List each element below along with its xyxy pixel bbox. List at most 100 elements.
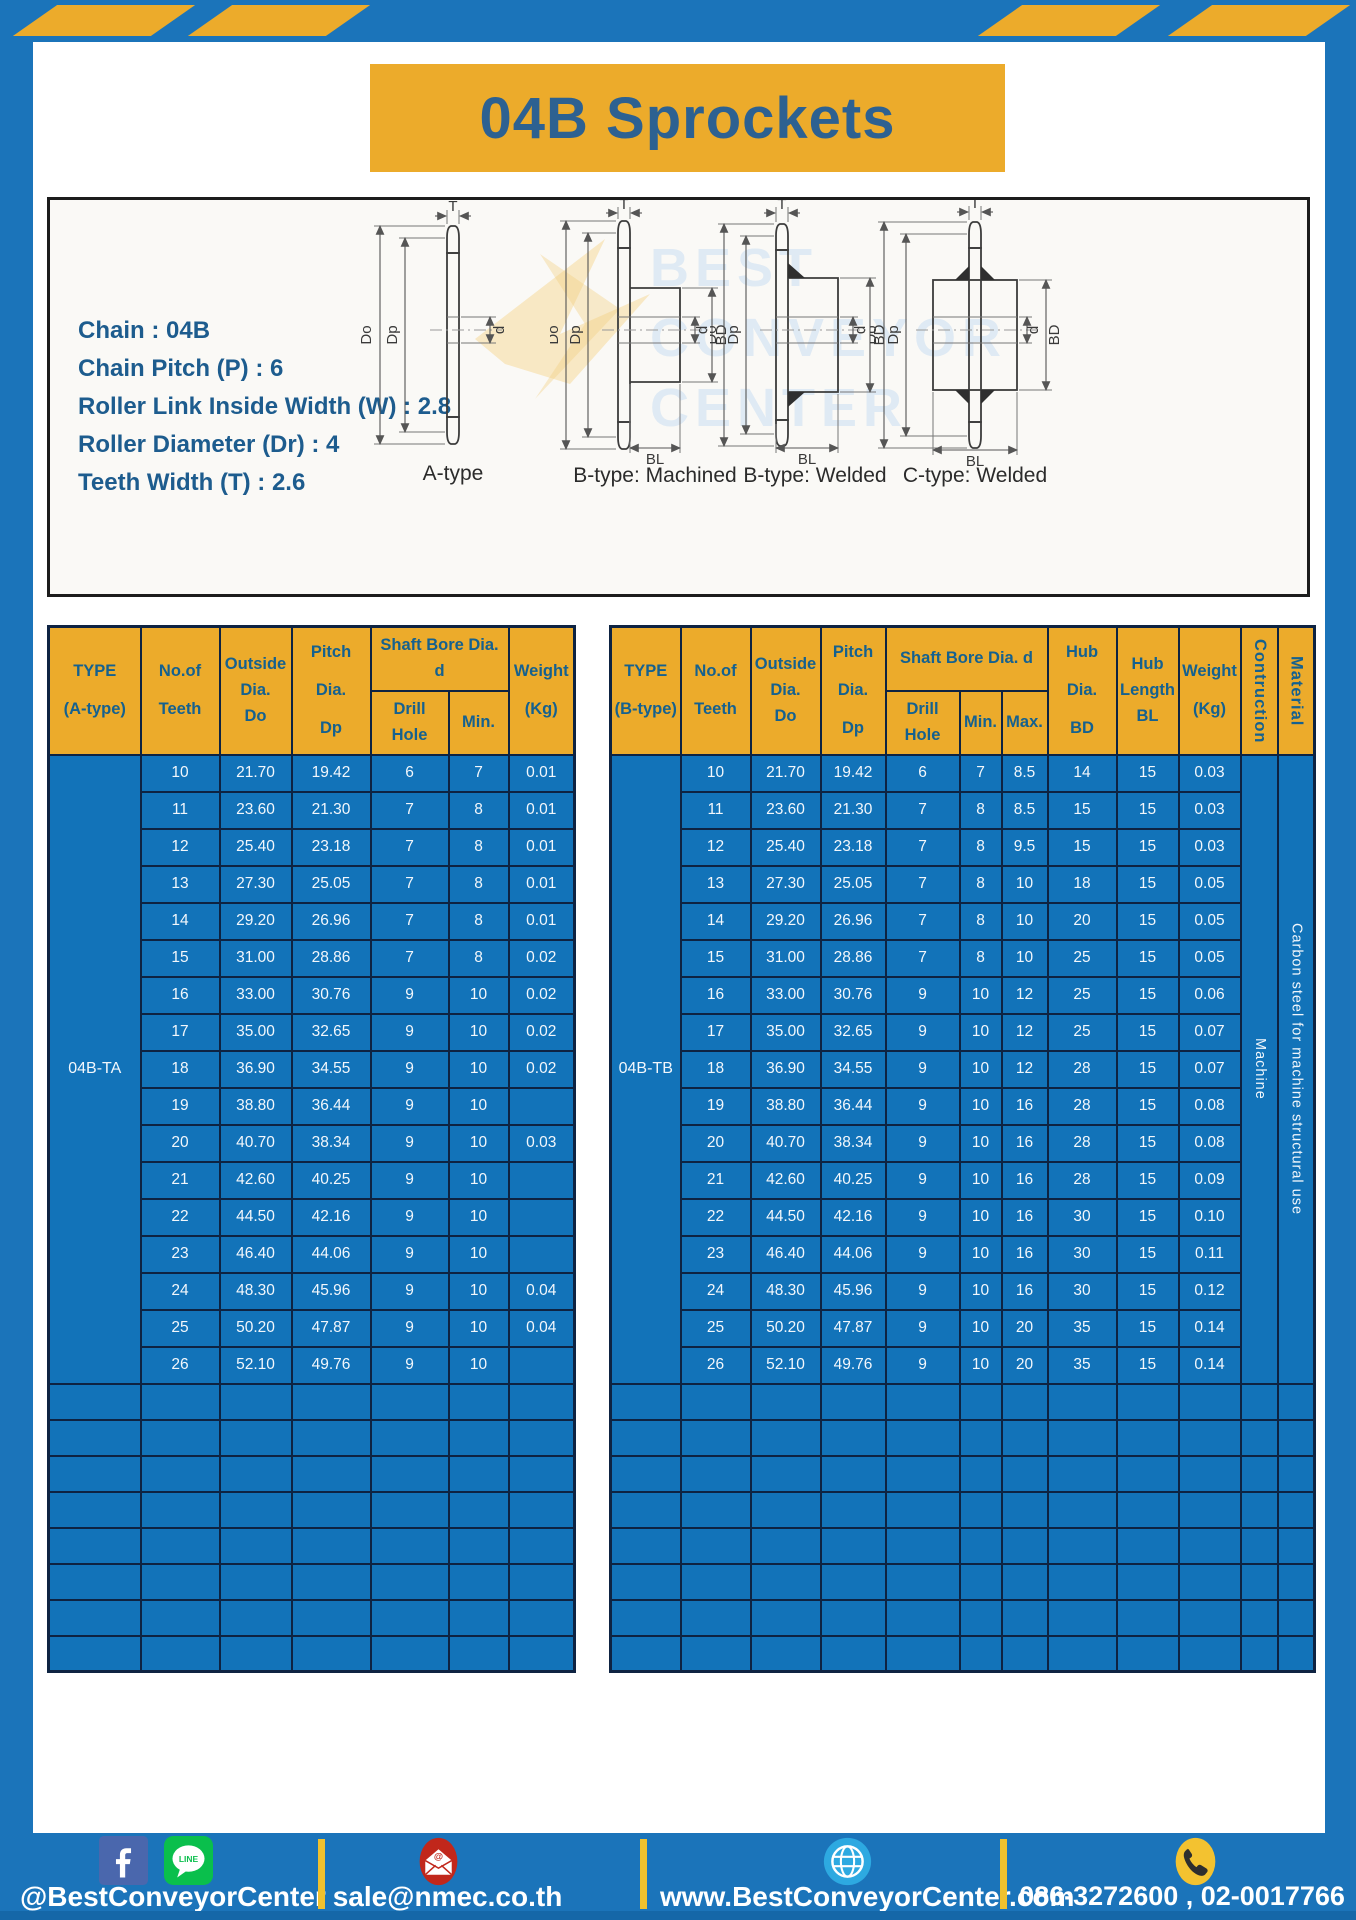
- table-cell: 49.76: [290, 1345, 372, 1385]
- social-handle: @BestConveyorCenter: [20, 1881, 326, 1912]
- table-cell: [1239, 1454, 1279, 1493]
- header-type: TYPE (A-type): [47, 625, 142, 756]
- table-cell: 21: [679, 1160, 752, 1200]
- table-row: 13 27.30 25.05 7 8 10 18 15 0.05: [611, 864, 1315, 904]
- table-cell: 0.04: [507, 1271, 576, 1311]
- table-cell: 10: [447, 975, 510, 1015]
- table-cell: 0.09: [1177, 1160, 1242, 1200]
- table-cell: [1177, 1490, 1242, 1529]
- table-cell: 9: [369, 1234, 450, 1274]
- table-cell: [609, 1454, 682, 1493]
- table-cell: 12: [139, 827, 221, 867]
- table-cell: [218, 1526, 293, 1565]
- table-cell: 9: [884, 1160, 961, 1200]
- table-cell: 38.34: [819, 1123, 887, 1163]
- table-cell: 19.42: [290, 753, 372, 793]
- table-cell: [609, 1526, 682, 1565]
- table-cell: 31.00: [218, 938, 293, 978]
- table-04b-ta: TYPE (A-type) No.of Teeth Outside Dia. D…: [47, 625, 576, 1673]
- table-cell: 15: [1115, 1308, 1180, 1348]
- dim-do: Do: [550, 325, 562, 344]
- table-cell: [1115, 1418, 1180, 1457]
- table-cell: [507, 1382, 576, 1421]
- table-cell: 13: [139, 864, 221, 904]
- table-row: 18 36.90 34.55 9 10 12 28 15 0.07: [611, 1049, 1315, 1089]
- table-cell: 0.14: [1177, 1308, 1242, 1348]
- table-cell: [139, 1634, 221, 1673]
- table-cell: 0.01: [507, 901, 576, 941]
- table-cell: 0.03: [1177, 753, 1242, 793]
- table-cell: 9: [884, 1086, 961, 1126]
- table-cell: 18: [139, 1049, 221, 1089]
- table-cell: 20: [1046, 901, 1118, 941]
- table-cell: [819, 1562, 887, 1601]
- table-cell: 8: [958, 790, 1003, 830]
- table-cell: 15: [1115, 901, 1180, 941]
- table-cell: [139, 1454, 221, 1493]
- table-row: 26 52.10 49.76 9 10: [49, 1345, 576, 1385]
- table-cell: 10: [447, 1197, 510, 1237]
- table-cell: 10: [1000, 938, 1049, 978]
- table-cell: 18: [1046, 864, 1118, 904]
- table-cell: 33.00: [218, 975, 293, 1015]
- table-cell: 9: [369, 1049, 450, 1089]
- table-cell: [749, 1598, 822, 1637]
- table-row: 22 44.50 42.16 9 10 16 30 15 0.10: [611, 1197, 1315, 1237]
- table-cell: 26.96: [819, 901, 887, 941]
- table-cell: [819, 1598, 887, 1637]
- phone-numbers: 086-3272600 , 02-0017766: [1019, 1881, 1345, 1911]
- table-cell: 15: [139, 938, 221, 978]
- table-cell: 9: [369, 1197, 450, 1237]
- table-row: 17 35.00 32.65 9 10 12 25 15 0.07: [611, 1012, 1315, 1052]
- table-cell: 10: [958, 1308, 1003, 1348]
- table-cell: [1239, 1418, 1279, 1457]
- table-cell: [609, 1382, 682, 1421]
- table-cell: 38.80: [749, 1086, 822, 1126]
- header-max: Max.: [1000, 689, 1049, 756]
- table-cell: 0.12: [1177, 1271, 1242, 1311]
- header-weight: Weight (Kg): [1177, 625, 1242, 756]
- table-cell: 46.40: [218, 1234, 293, 1274]
- table-cell: 8: [447, 790, 510, 830]
- table-cell: [679, 1418, 752, 1457]
- table-cell: 12: [1000, 1049, 1049, 1089]
- footer-divider: [1000, 1839, 1007, 1909]
- table-cell: 21.30: [290, 790, 372, 830]
- table-cell: 0.01: [507, 753, 576, 793]
- table-cell: 16: [139, 975, 221, 1015]
- table-cell: [1115, 1382, 1180, 1421]
- table-cell: 44.06: [819, 1234, 887, 1274]
- table-cell: [507, 1634, 576, 1673]
- table-cell: 0.04: [507, 1308, 576, 1348]
- table-cell: [447, 1562, 510, 1601]
- table-cell: 19: [139, 1086, 221, 1126]
- table-cell: [679, 1598, 752, 1637]
- table-cell: 8: [958, 901, 1003, 941]
- empty-row: [609, 1562, 1316, 1601]
- table-cell: 25.40: [749, 827, 822, 867]
- header-hub-length: Hub Length BL: [1115, 625, 1180, 756]
- table-cell: 45.96: [819, 1271, 887, 1311]
- table-cell: 9: [369, 1308, 450, 1348]
- footer-edge: [0, 1911, 1356, 1920]
- table-cell: 20: [679, 1123, 752, 1163]
- table-cell: [369, 1454, 450, 1493]
- table-cell: [679, 1634, 752, 1673]
- table-cell: 0.07: [1177, 1049, 1242, 1089]
- table-cell: 31.00: [749, 938, 822, 978]
- table-cell: [139, 1382, 221, 1421]
- table-cell: [819, 1454, 887, 1493]
- svg-text:LINE: LINE: [179, 1854, 199, 1864]
- table-cell: [884, 1526, 961, 1565]
- table-cell: [1046, 1634, 1118, 1673]
- table-cell: 10: [679, 753, 752, 793]
- email-icon: @: [413, 1836, 464, 1892]
- table-row: 15 31.00 28.86 7 8 0.02: [49, 938, 576, 978]
- table-cell: 40.70: [749, 1123, 822, 1163]
- table-cell: 30: [1046, 1197, 1118, 1237]
- empty-row: [47, 1490, 576, 1529]
- table-cell: [507, 1418, 576, 1457]
- table-cell: 0.03: [1177, 790, 1242, 830]
- table-cell: [1000, 1490, 1049, 1529]
- table-cell: [1276, 1526, 1316, 1565]
